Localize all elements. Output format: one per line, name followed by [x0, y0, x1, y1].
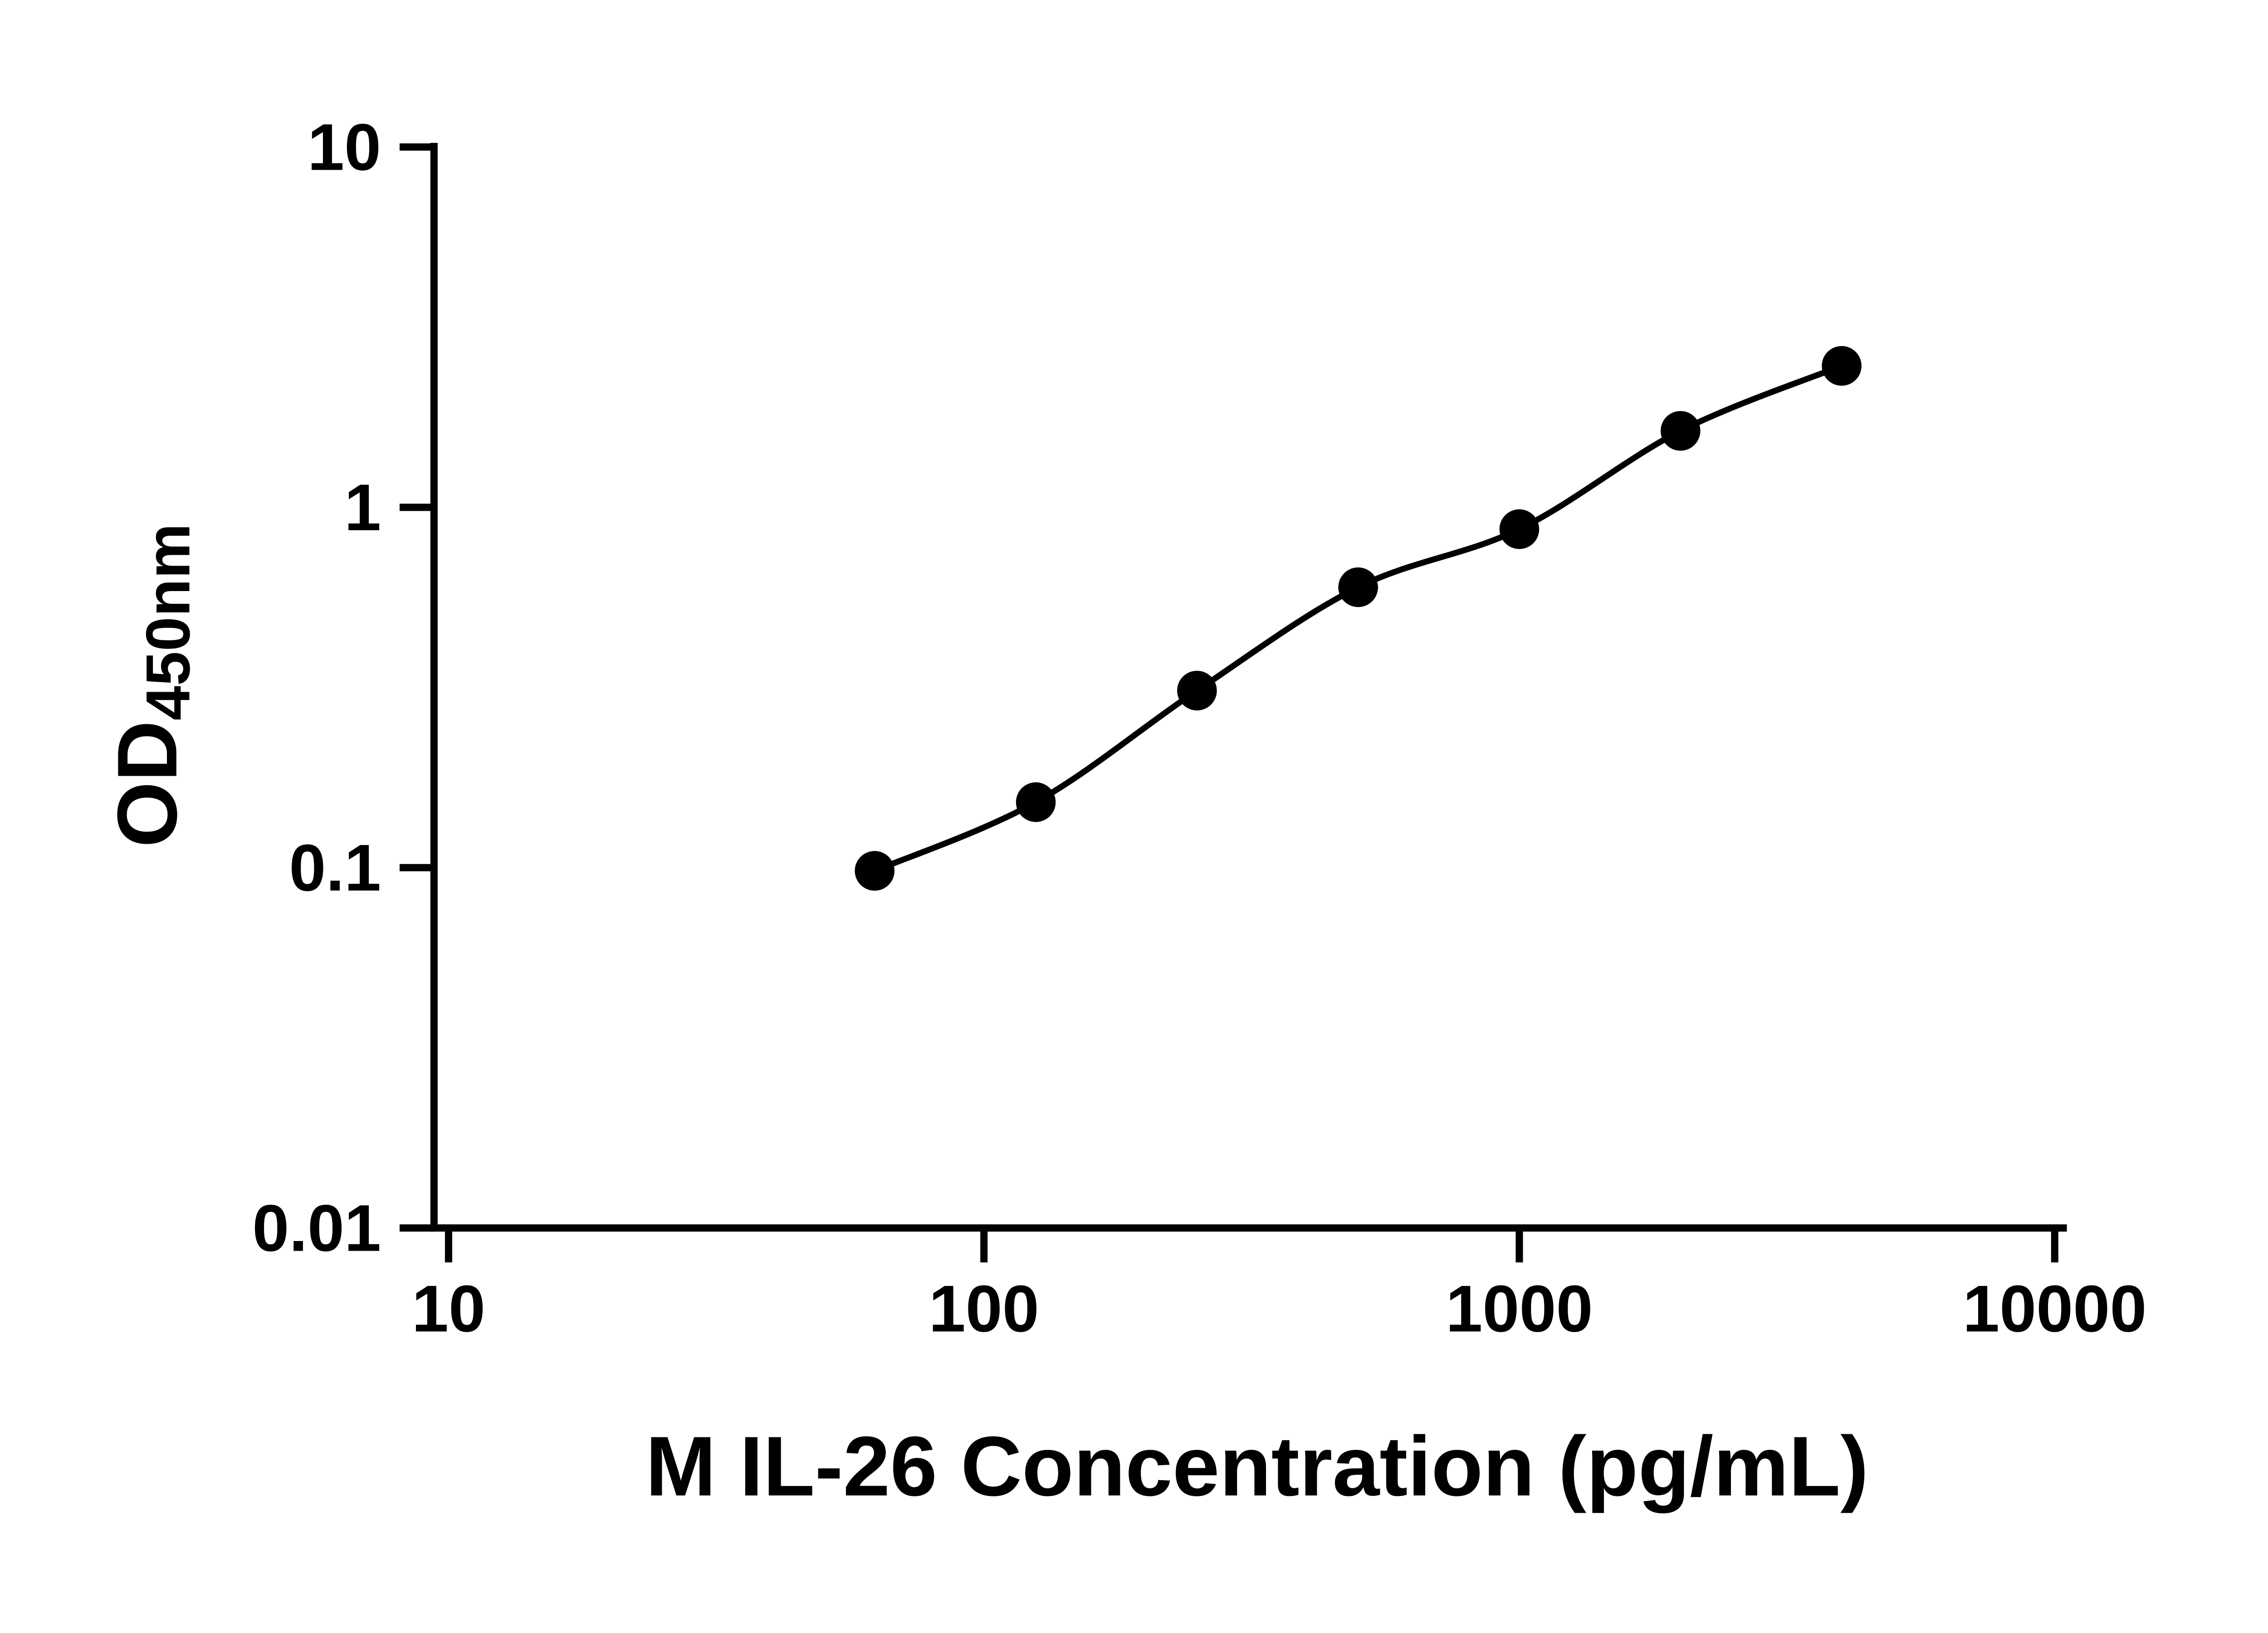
y-axis-title-main: OD: [99, 720, 194, 847]
x-tick-label: 100: [929, 1271, 1039, 1345]
x-axis-title: M IL-26 Concentration (pg/mL): [645, 1419, 1869, 1514]
x-tick-labels: 10 100 1000 10000: [412, 1271, 2147, 1345]
axis-lines: [430, 143, 2067, 1232]
x-tick-label: 10000: [1963, 1271, 2147, 1345]
data-point: [855, 851, 894, 891]
x-tick-label: 10: [412, 1271, 485, 1345]
y-axis-title-sub: 450nm: [133, 523, 203, 720]
plot-svg: 0.01 0.1 1 10 10 100 1000 10000 M IL-26 Concen…: [99, 110, 2147, 1514]
series-points: [855, 346, 1862, 891]
y-tick-label: 1: [344, 470, 381, 544]
data-point: [1822, 346, 1862, 386]
data-point: [1177, 670, 1217, 711]
y-tick-label: 0.1: [289, 831, 381, 905]
data-point: [1016, 782, 1056, 822]
y-ticks: [399, 143, 434, 1232]
y-axis-title: OD450nm: [99, 523, 203, 847]
data-point: [1499, 509, 1540, 549]
y-tick-labels: 0.01 0.1 1 10: [252, 110, 381, 1265]
elisa-standard-curve-figure: 0.01 0.1 1 10 10 100 1000 10000 M IL-26 Concen…: [99, 110, 2147, 1514]
data-point: [1338, 567, 1378, 607]
y-tick-label: 0.01: [252, 1191, 381, 1265]
x-tick-label: 1000: [1446, 1271, 1593, 1345]
axes: [430, 143, 2067, 1232]
y-tick-label: 10: [308, 110, 381, 184]
x-ticks: [445, 1228, 2058, 1262]
data-point: [1661, 411, 1701, 451]
